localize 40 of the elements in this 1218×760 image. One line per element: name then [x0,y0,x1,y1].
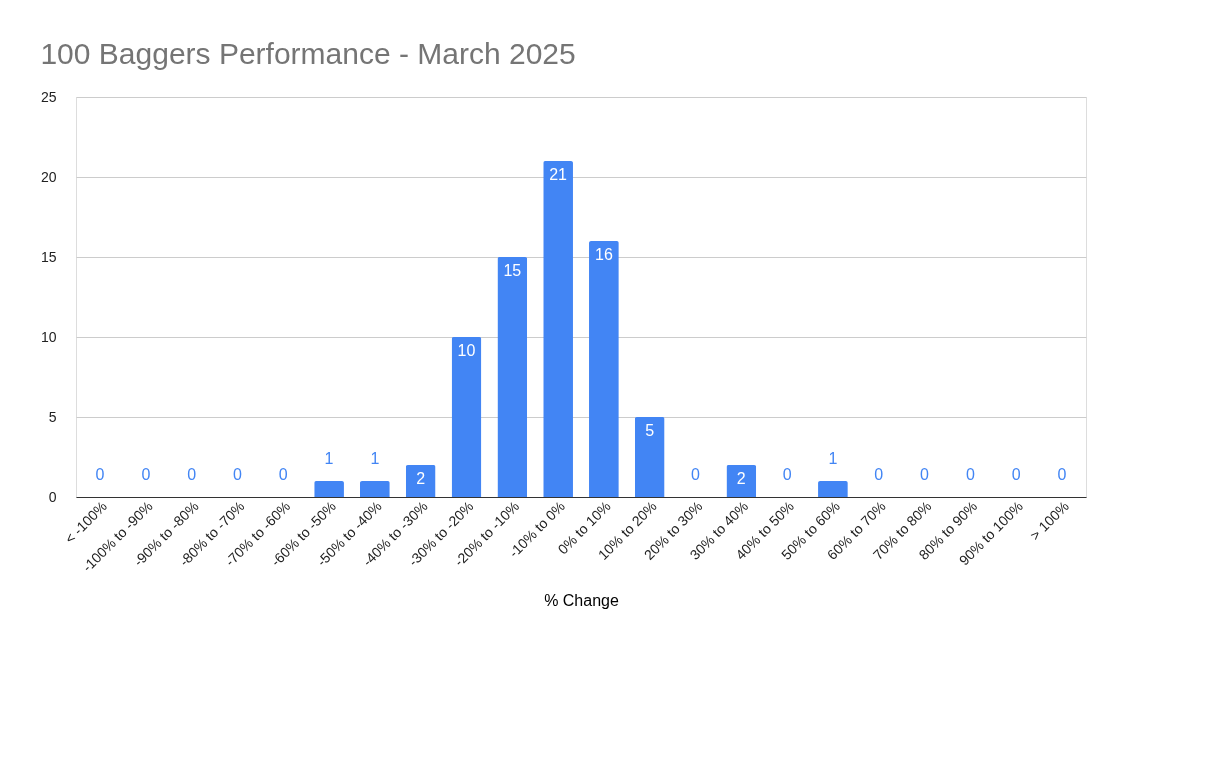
data-label: 10 [457,342,476,359]
data-label: 0 [782,466,792,483]
data-label: 1 [370,450,380,467]
y-tick-label: 10 [40,328,57,345]
data-label: 2 [736,470,746,487]
data-label: 1 [324,450,334,467]
data-label: 16 [595,246,613,263]
bar [314,481,344,497]
data-label: 0 [1057,466,1067,483]
y-tick-label: 20 [40,168,57,185]
data-label: 0 [187,466,197,483]
x-axis-title: % Change [544,591,619,609]
chart-title: 100 Baggers Performance - March 2025 [40,37,576,70]
data-label: 1 [828,450,838,467]
data-label: 0 [691,466,701,483]
bar [497,257,528,497]
data-label: 0 [920,466,930,483]
bar [405,465,436,497]
data-label: 0 [141,466,151,483]
data-label: 0 [95,466,105,483]
data-label: 0 [874,466,884,483]
data-label: 0 [1011,466,1021,483]
data-label: 5 [645,422,655,439]
data-label: 21 [549,166,568,183]
bar [634,417,665,497]
bar [543,161,573,497]
data-label: 0 [278,466,288,483]
bar [451,337,482,497]
data-label: 0 [965,466,975,483]
data-label: 2 [416,470,426,487]
y-tick-label: 0 [48,488,57,505]
y-tick-label: 25 [40,88,57,105]
bar [726,465,757,497]
bar [818,481,848,497]
bar [589,241,619,497]
bar [359,481,390,497]
y-tick-label: 5 [48,408,57,425]
data-label: 0 [233,466,243,483]
data-label: 15 [503,262,522,279]
y-tick-label: 15 [40,248,57,265]
